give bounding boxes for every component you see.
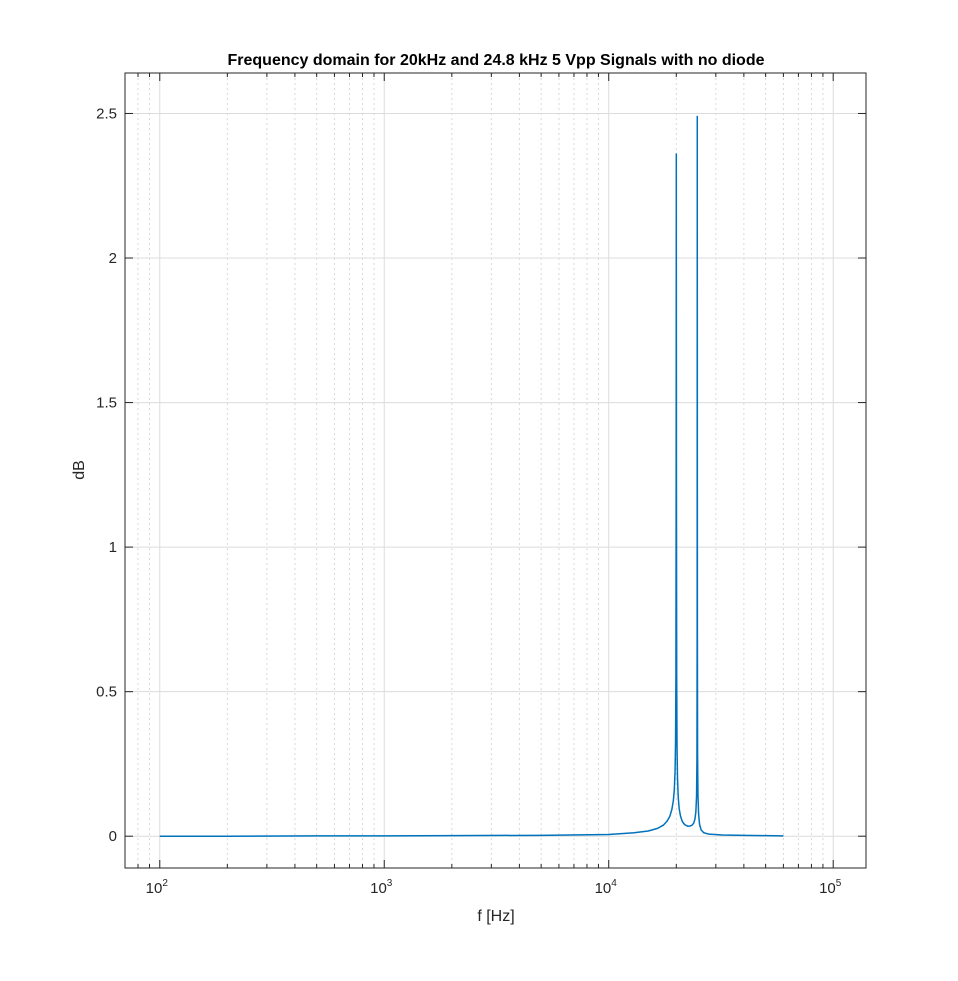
plot-area xyxy=(125,73,866,868)
x-tick-label: 105 xyxy=(819,878,842,897)
chart-title: Frequency domain for 20kHz and 24.8 kHz … xyxy=(228,52,765,69)
plot-frame xyxy=(124,72,867,869)
x-tick-label: 103 xyxy=(370,878,393,897)
x-axis-label: f [Hz] xyxy=(477,908,514,925)
series-line xyxy=(159,115,784,837)
label-layer: 102 103 104 105 0 0.5 1 1.5 2 2.5 xyxy=(96,105,842,897)
y-tick-label: 2 xyxy=(109,250,117,267)
tick-layer xyxy=(124,73,866,868)
y-tick-label: 1.5 xyxy=(96,395,117,412)
y-tick-label: 0 xyxy=(109,828,117,845)
y-axis-label: dB xyxy=(71,460,88,480)
y-tick-label: 2.5 xyxy=(96,105,117,122)
y-tick-label: 1 xyxy=(109,539,117,556)
x-tick-label: 102 xyxy=(146,878,169,897)
grid-layer xyxy=(124,73,866,868)
x-tick-label: 104 xyxy=(595,878,618,897)
y-tick-label: 0.5 xyxy=(96,684,117,701)
line-layer xyxy=(159,115,784,837)
